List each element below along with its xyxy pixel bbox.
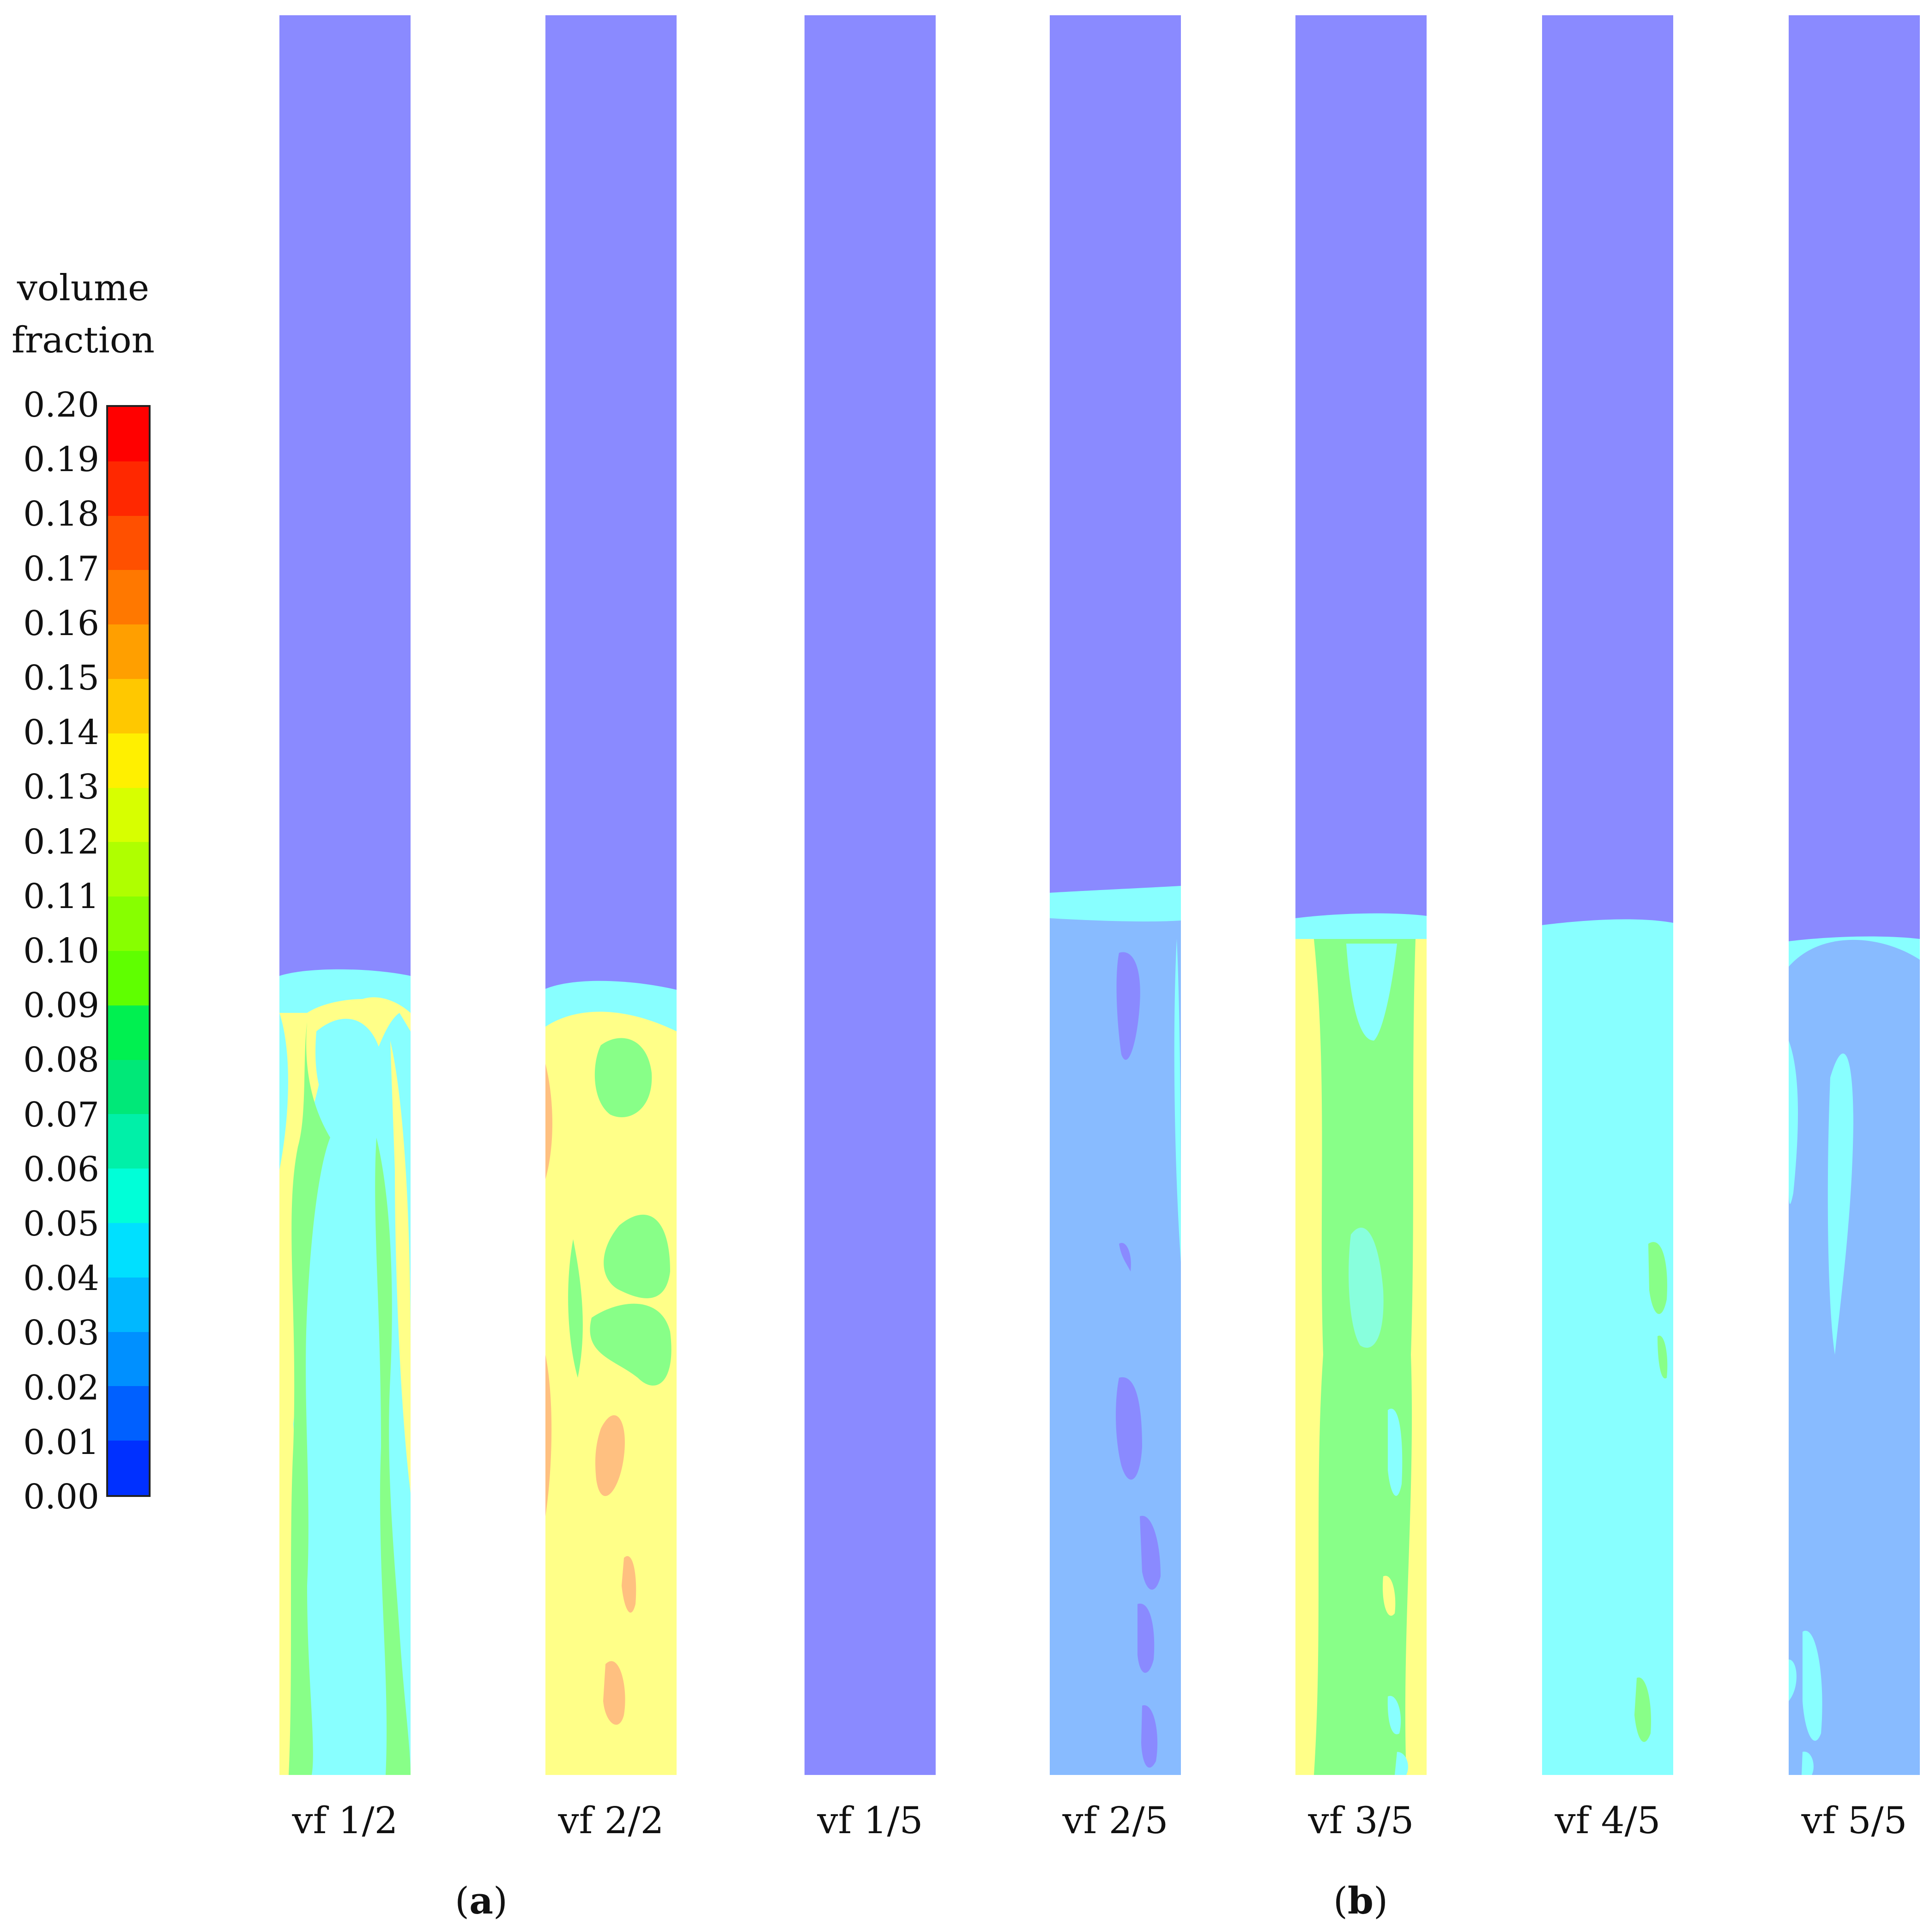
- colorbar-segment: [108, 1005, 149, 1060]
- colorbar-segment: [108, 1223, 149, 1278]
- colorbar-segment: [108, 1332, 149, 1387]
- colorbar-tick-label: 0.05: [23, 1204, 99, 1244]
- column-label-vf-2-2: vf 2/2: [558, 1799, 664, 1842]
- column-vf-3-5: [1295, 15, 1427, 1775]
- colorbar-segment: [108, 1386, 149, 1441]
- colorbar-segment: [108, 678, 149, 733]
- colorbar-segment: [108, 407, 149, 461]
- colorbar-tick-label: 0.20: [23, 385, 99, 425]
- column-vf-2-5: [1050, 15, 1181, 1775]
- colorbar-segment: [108, 461, 149, 516]
- colorbar-tick-label: 0.09: [23, 986, 99, 1026]
- colorbar-segment: [108, 624, 149, 679]
- colorbar-tick-label: 0.14: [23, 713, 99, 753]
- colorbar-segment: [108, 842, 149, 897]
- colorbar-segment: [108, 515, 149, 570]
- colorbar-tick-label: 0.10: [23, 931, 99, 971]
- column-label-vf-5-5: vf 5/5: [1801, 1799, 1907, 1842]
- colorbar-title-line2: fraction: [12, 320, 155, 361]
- colorbar-segment: [108, 896, 149, 951]
- column-vf-4-5: [1542, 15, 1673, 1775]
- colorbar-segment: [108, 570, 149, 625]
- colorbar-tick-label: 0.15: [23, 658, 99, 698]
- colorbar-tick-label: 0.17: [23, 549, 99, 589]
- colorbar-tick-label: 0.08: [23, 1040, 99, 1080]
- column-label-vf-1-2: vf 1/2: [292, 1799, 398, 1842]
- colorbar-segment: [108, 1060, 149, 1114]
- colorbar-segment: [108, 1169, 149, 1223]
- colorbar-segment: [108, 1277, 149, 1332]
- colorbar-segment: [108, 733, 149, 788]
- column-vf-5-5: [1789, 15, 1920, 1775]
- column-label-vf-2-5: vf 2/5: [1062, 1799, 1168, 1842]
- column-vf-1-2: [279, 15, 411, 1775]
- column-label-vf-4-5: vf 4/5: [1555, 1799, 1661, 1842]
- colorbar-tick-label: 0.19: [23, 440, 99, 480]
- colorbar-tick-label: 0.12: [23, 822, 99, 862]
- colorbar-tick-label: 0.00: [23, 1477, 99, 1517]
- column-vf-1-5: [805, 15, 936, 1775]
- colorbar-segment: [108, 1441, 149, 1495]
- colorbar-tick-label: 0.02: [23, 1368, 99, 1408]
- colorbar-tick-label: 0.13: [23, 767, 99, 807]
- colorbar-tick-label: 0.01: [23, 1422, 99, 1462]
- colorbar-tick-label: 0.18: [23, 494, 99, 534]
- column-label-vf-3-5: vf 3/5: [1308, 1799, 1414, 1842]
- colorbar-segment: [108, 787, 149, 842]
- colorbar-segment: [108, 951, 149, 1005]
- colorbar-title-line1: volume: [17, 267, 150, 309]
- colorbar-tick-label: 0.03: [23, 1313, 99, 1353]
- panel-label-a: (a): [454, 1879, 508, 1922]
- colorbar-tick-label: 0.11: [23, 876, 99, 916]
- colorbar-tick-label: 0.04: [23, 1259, 99, 1299]
- colorbar-tick-label: 0.16: [23, 603, 99, 643]
- column-label-vf-1-5: vf 1/5: [817, 1799, 923, 1842]
- colorbar: [106, 405, 151, 1497]
- column-vf-2-2: [545, 15, 677, 1775]
- colorbar-tick-label: 0.06: [23, 1149, 99, 1189]
- panel-label-b: (b): [1333, 1879, 1388, 1922]
- colorbar-segment: [108, 1114, 149, 1169]
- colorbar-tick-label: 0.07: [23, 1095, 99, 1135]
